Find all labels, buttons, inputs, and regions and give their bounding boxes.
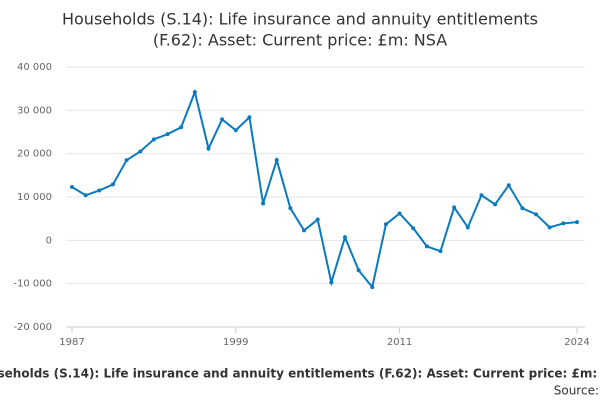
point — [520, 206, 525, 211]
point — [356, 268, 361, 273]
point — [383, 222, 388, 227]
point — [397, 211, 402, 216]
point — [370, 285, 375, 290]
point — [479, 193, 484, 198]
y-tick-label: 40 000 — [17, 62, 52, 73]
y-tick-label: 10 000 — [17, 192, 52, 203]
point — [110, 182, 115, 187]
point — [534, 212, 539, 217]
point — [179, 125, 184, 130]
y-tick-label: 0 — [46, 235, 52, 246]
point — [342, 235, 347, 240]
point — [411, 226, 416, 231]
point — [124, 158, 129, 163]
point — [288, 206, 293, 211]
point — [192, 90, 197, 95]
caption: Households (S.14): Life insurance and an… — [0, 367, 600, 381]
point — [261, 201, 266, 206]
line — [71, 88, 578, 290]
point — [83, 193, 88, 198]
chart-title: Households (S.14): Life insurance and an… — [62, 10, 538, 29]
y-tick-label: 20 000 — [17, 149, 52, 160]
x-tick-label: 1999 — [223, 337, 248, 348]
point — [465, 225, 470, 230]
point — [561, 221, 566, 226]
y-tick-label: -10 000 — [13, 279, 52, 290]
point — [97, 188, 102, 193]
point — [302, 228, 307, 233]
point — [493, 202, 498, 207]
chart-title: (F.62): Asset: Current price: £m: NSA — [153, 31, 447, 50]
point — [70, 185, 74, 190]
x-tick-label: 2011 — [387, 337, 412, 348]
point — [575, 220, 579, 225]
x-tick-label: 1987 — [59, 337, 84, 348]
point — [315, 217, 320, 222]
point — [506, 183, 511, 188]
point — [247, 115, 252, 120]
point — [452, 205, 457, 210]
point — [274, 158, 279, 163]
point — [329, 280, 334, 285]
point — [233, 128, 238, 133]
point — [165, 132, 170, 137]
point — [424, 244, 429, 249]
source: Source: — [554, 384, 599, 398]
point — [220, 117, 225, 122]
point — [138, 149, 143, 154]
point — [438, 249, 443, 254]
y-tick-label: -20 000 — [13, 322, 52, 333]
point — [206, 146, 211, 151]
y-tick-label: 30 000 — [17, 105, 52, 116]
point — [151, 137, 156, 142]
point — [547, 225, 552, 230]
x-tick-label: 2024 — [564, 337, 589, 348]
